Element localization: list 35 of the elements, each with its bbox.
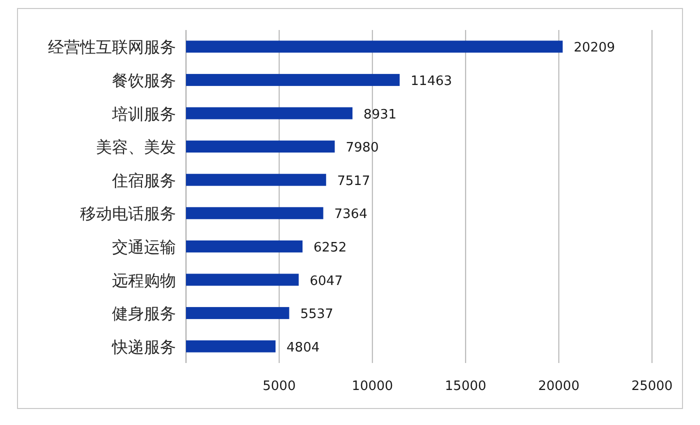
data-label: 8931: [363, 107, 397, 122]
data-label: 11463: [410, 74, 452, 89]
data-label: 7980: [346, 140, 379, 156]
data-label: 7364: [334, 207, 368, 222]
y-tick-label: 经营性互联网服务: [48, 38, 176, 57]
data-label: 20209: [574, 40, 616, 56]
data-label: 7517: [337, 174, 370, 189]
y-tick-label: 培训服务: [111, 104, 176, 124]
bar: [186, 307, 290, 320]
y-tick-label: 远程购物: [112, 270, 176, 290]
y-tick-label: 餐饮服务: [112, 70, 176, 90]
x-tick-label: 5000: [262, 379, 296, 394]
y-tick-label: 美容、美发: [96, 138, 176, 157]
x-tick-label: 15000: [444, 379, 486, 394]
bar: [186, 174, 326, 186]
bar: [186, 40, 563, 53]
data-label: 6252: [314, 240, 347, 256]
x-tick-label: 25000: [631, 379, 673, 394]
data-label: 4804: [286, 340, 320, 356]
y-tick-label: 健身服务: [112, 304, 176, 324]
bar: [186, 74, 400, 86]
x-tick-label: 20000: [538, 379, 580, 394]
x-tick-label: 10000: [352, 379, 394, 394]
y-tick-label: 快递服务: [111, 337, 176, 356]
bar: [186, 274, 299, 286]
y-tick-label: 交通运输: [112, 237, 176, 256]
bar: [186, 140, 335, 153]
bar: [186, 107, 352, 120]
data-label: 5537: [300, 307, 334, 322]
y-tick-label: 移动电话服务: [80, 204, 176, 224]
bar: [186, 207, 324, 220]
bar: [186, 240, 303, 252]
y-tick-label: 住宿服务: [111, 170, 176, 190]
data-label: 6047: [310, 274, 343, 289]
bar: [186, 340, 276, 352]
